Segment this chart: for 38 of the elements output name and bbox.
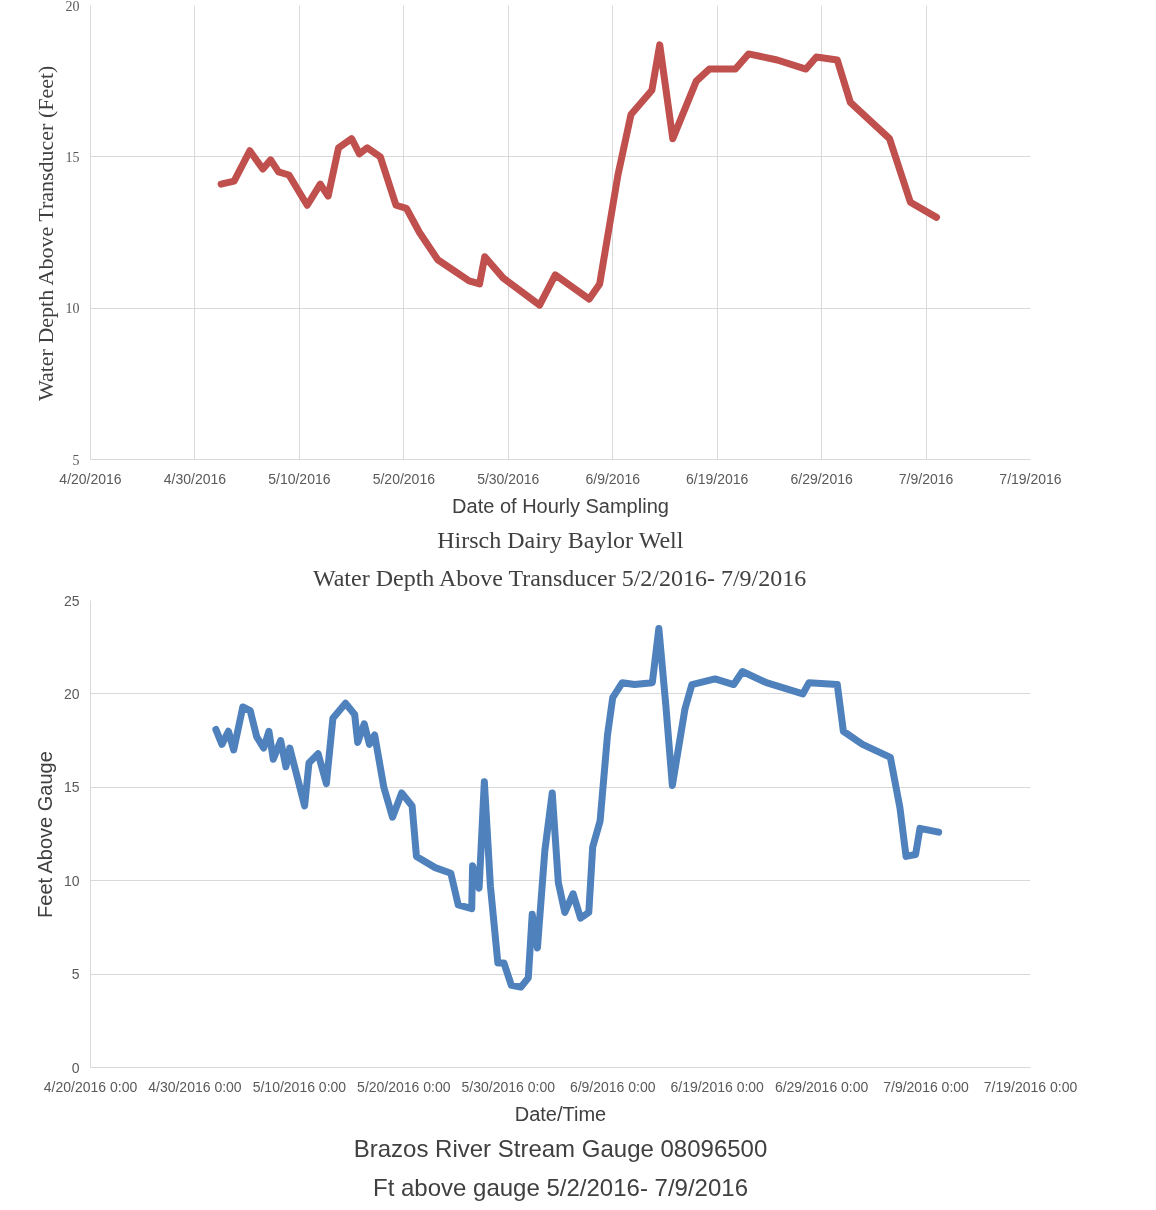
text: Hirsch Dairy Baylor Well [437, 526, 684, 553]
x-tick-label: 5/30/2016 [477, 470, 540, 487]
x-tick-label: 5/10/2016 [268, 470, 331, 487]
y-tick-label: 20 [63, 685, 80, 702]
x-tick-label: 6/9/2016 [585, 470, 641, 487]
text: Brazos River Stream Gauge 08096500 [353, 1134, 768, 1162]
x-tick-label: 6/29/2016 [790, 470, 853, 487]
x-tick-label: 7/9/2016 [898, 470, 954, 487]
x-tick-label: 7/9/2016 0:00 [883, 1078, 970, 1095]
x-tick-label: 4/20/2016 0:00 [43, 1078, 138, 1095]
x-tick-label: 5/10/2016 0:00 [252, 1078, 347, 1095]
x-axis-title: Date/Time [514, 1102, 607, 1125]
x-tick-label: 5/20/2016 0:00 [357, 1078, 451, 1095]
x-tick-label: 6/9/2016 0:00 [569, 1078, 656, 1095]
x-tick-label: 5/30/2016 0:00 [461, 1078, 556, 1095]
y-tick-label: 5 [71, 966, 80, 983]
y-tick-label: 25 [63, 592, 80, 609]
y-axis-title: Feet Above Gauge [33, 751, 56, 918]
x-axis-title: Date of Hourly Sampling [452, 494, 669, 517]
y-tick-label: 0 [71, 1059, 80, 1076]
x-tick-label: 4/30/2016 [163, 470, 227, 487]
y-tick-label: 5 [72, 452, 80, 468]
x-tick-label: 6/29/2016 0:00 [774, 1078, 869, 1095]
x-tick-label: 5/20/2016 [372, 470, 436, 487]
y-tick-label: 20 [65, 0, 80, 14]
x-tick-label: 4/30/2016 0:00 [148, 1078, 242, 1095]
y-tick-label: 15 [63, 779, 80, 796]
y-axis-title: Water Depth Above Transducer (Feet) [32, 65, 58, 402]
x-tick-label: 7/19/2016 [999, 470, 1062, 487]
y-tick-label: 10 [65, 301, 80, 317]
x-tick-label: 4/20/2016 [59, 470, 122, 487]
x-tick-label: 6/19/2016 [686, 470, 749, 487]
y-tick-label: 10 [63, 872, 80, 889]
text: Ft above gauge 5/2/2016- 7/9/2016 [373, 1173, 748, 1201]
x-tick-label: 6/19/2016 0:00 [670, 1078, 765, 1095]
x-tick-label: 7/19/2016 0:00 [983, 1078, 1078, 1095]
y-tick-label: 15 [65, 149, 80, 165]
text: Water Depth Above Transducer 5/2/2016- 7/9/2016 [312, 564, 807, 591]
